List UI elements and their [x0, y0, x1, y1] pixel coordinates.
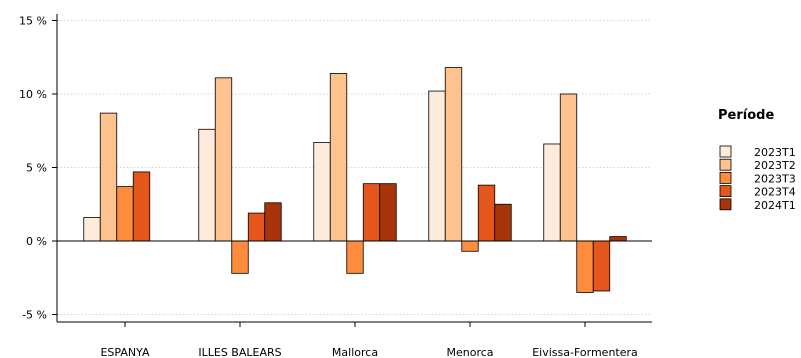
legend-swatch — [719, 185, 732, 198]
legend-entry: 2023T2 — [754, 159, 796, 172]
bar — [247, 212, 266, 242]
bar — [132, 171, 151, 242]
bar — [264, 202, 282, 242]
bar — [576, 240, 594, 293]
bar — [116, 186, 134, 242]
bar — [346, 240, 364, 274]
bar — [444, 67, 463, 242]
bar — [362, 183, 381, 242]
bar — [231, 240, 249, 274]
legend-entry: 2023T1 — [754, 146, 796, 159]
bar — [428, 90, 446, 242]
legend-swatch — [719, 198, 732, 211]
bar — [329, 73, 348, 242]
y-tick-label: 5 % — [26, 162, 47, 175]
x-tick-label: Menorca — [446, 346, 493, 358]
axes: -5 % 0 % 5 % 10 % 15 % ESPANYA ILLES BALEARS Ma… — [19, 14, 652, 358]
bar — [494, 203, 512, 242]
bar — [592, 240, 611, 292]
legend-entry: 2024T1 — [754, 199, 796, 212]
y-tick-label: 10 % — [19, 88, 47, 101]
legend-entry: 2023T3 — [754, 172, 796, 185]
legend-swatch — [719, 145, 732, 158]
bar — [313, 142, 331, 242]
x-tick-label: ILLES BALEARS — [198, 346, 281, 358]
x-tick-label: Mallorca — [332, 346, 378, 358]
bar — [214, 77, 233, 242]
bar — [543, 143, 561, 242]
x-tick-label: Eivissa-Formentera — [532, 346, 638, 358]
y-tick-label: 15 % — [19, 15, 47, 28]
bar — [477, 184, 496, 242]
legend-title: Període — [718, 108, 774, 123]
legend-swatch — [719, 171, 732, 184]
bar — [461, 240, 479, 252]
bar — [83, 217, 101, 242]
bar — [609, 236, 627, 242]
grid-lines — [57, 20, 652, 315]
legend-entry: 2023T4 — [754, 186, 796, 199]
legend-swatch — [719, 158, 732, 171]
y-tick-label: -5 % — [22, 309, 47, 322]
x-tick-label: ESPANYA — [100, 346, 149, 358]
bar — [559, 93, 578, 242]
bar — [99, 112, 118, 242]
y-tick-label: 0 % — [26, 235, 47, 248]
bar — [198, 128, 216, 242]
bars — [83, 67, 627, 293]
bar — [379, 183, 397, 242]
